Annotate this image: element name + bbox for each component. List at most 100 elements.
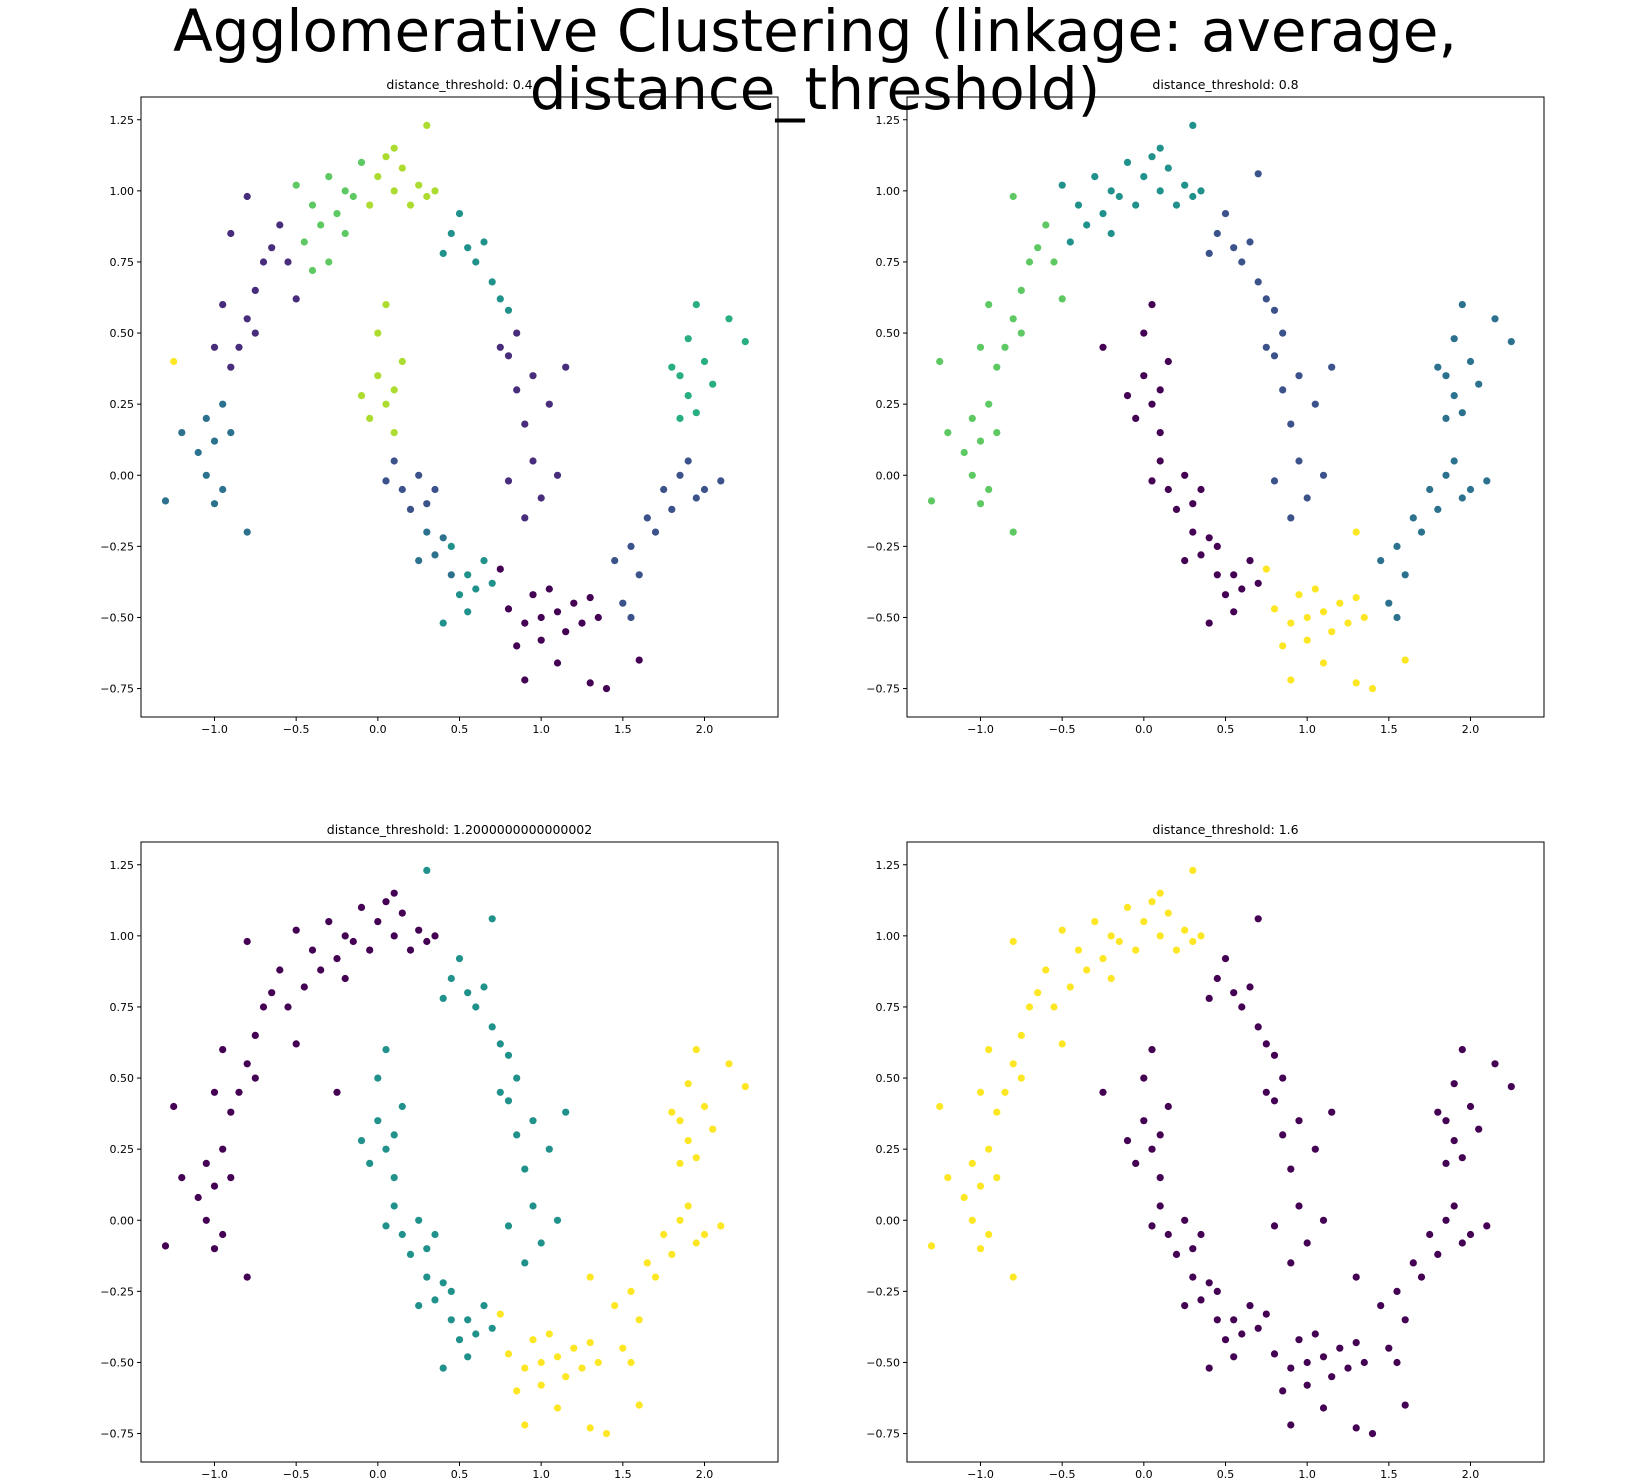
data-point [447,542,455,551]
data-point [300,238,308,246]
data-point [1148,1145,1156,1153]
data-point [464,989,472,997]
data-point [1270,306,1279,314]
data-point [562,1108,570,1116]
data-point [985,400,993,408]
data-point [219,1145,227,1153]
x-tick-label: −1.0 [967,723,994,736]
data-point [1205,1279,1213,1287]
data-point [635,1401,643,1409]
x-tick-label: 0.5 [1217,1468,1235,1480]
data-point [398,164,406,172]
data-point [423,121,431,129]
y-tick-label: 0.75 [876,1001,901,1014]
x-tick-label: −0.5 [283,723,310,736]
data-point [1230,608,1238,616]
data-point [374,1074,382,1082]
y-tick-label: 1.00 [876,930,901,943]
data-point [1475,380,1483,388]
data-point [259,1003,268,1011]
data-point [1393,613,1401,622]
data-point [1230,1353,1238,1361]
data-point [513,1131,521,1139]
data-point [1466,1230,1475,1239]
x-tick-label: 0.5 [451,723,469,736]
data-point [676,1117,684,1125]
data-point [357,1137,366,1145]
data-point [1295,1117,1303,1125]
data-point [1319,1353,1328,1361]
data-point [1303,1381,1311,1389]
data-point [1213,1287,1221,1295]
data-point [537,613,545,622]
y-tick-label: 0.25 [110,1143,135,1156]
data-point [960,448,968,457]
data-point [1279,1074,1287,1082]
data-point [668,505,676,513]
data-point [194,1193,202,1202]
data-point [521,1259,529,1267]
data-point [415,181,423,189]
data-point [251,286,259,294]
data-point [1172,201,1181,209]
data-point [1213,571,1221,579]
data-points [927,121,1515,693]
data-point [227,1108,235,1116]
data-point [676,1159,684,1167]
data-point [1009,192,1017,201]
data-point [692,1154,700,1162]
axes-frame [140,96,779,718]
data-point [684,457,692,465]
data-point [944,429,952,437]
data-point [235,1088,243,1096]
data-point [1270,477,1279,485]
data-point [1295,591,1303,599]
data-point [496,1040,504,1048]
data-point [1352,1424,1360,1432]
data-point [1050,258,1058,266]
data-point [1140,918,1148,926]
data-point [1230,989,1238,997]
data-point [1107,974,1115,983]
data-point [1164,485,1172,494]
data-point [496,565,504,573]
data-point [1303,494,1311,502]
data-point [1491,315,1499,323]
data-point [993,363,1001,371]
data-point [423,1245,431,1253]
data-point [325,173,333,181]
y-tick-label: 1.25 [876,114,901,127]
data-point [1123,1137,1132,1145]
data-point [488,915,496,923]
data-point [1311,1330,1319,1338]
data-point [1148,301,1156,309]
data-point [161,497,170,505]
data-point [1254,915,1262,923]
data-point [627,542,635,551]
data-point [390,144,398,152]
data-point [1287,514,1295,522]
x-tick-label: 0.5 [1217,723,1235,736]
data-point [504,1222,513,1230]
data-point [406,201,415,209]
data-point [382,400,390,408]
data-point [1360,613,1368,622]
data-point [390,1131,398,1139]
y-tick-label: −0.25 [100,1285,134,1298]
axes-frame [906,96,1545,718]
data-point [1475,1125,1483,1133]
data-point [349,937,357,946]
data-point [537,494,545,502]
data-point [570,1344,578,1352]
data-point [496,1088,504,1096]
x-tick-label: 1.0 [1298,1468,1316,1480]
y-tick-label: −0.50 [100,611,134,624]
data-point [985,1230,993,1239]
data-point [227,363,235,371]
data-point [602,1430,611,1438]
data-point [684,1080,692,1088]
data-point [684,1202,692,1210]
data-point [1156,144,1164,152]
data-point [488,1324,496,1332]
data-point [472,1330,480,1338]
